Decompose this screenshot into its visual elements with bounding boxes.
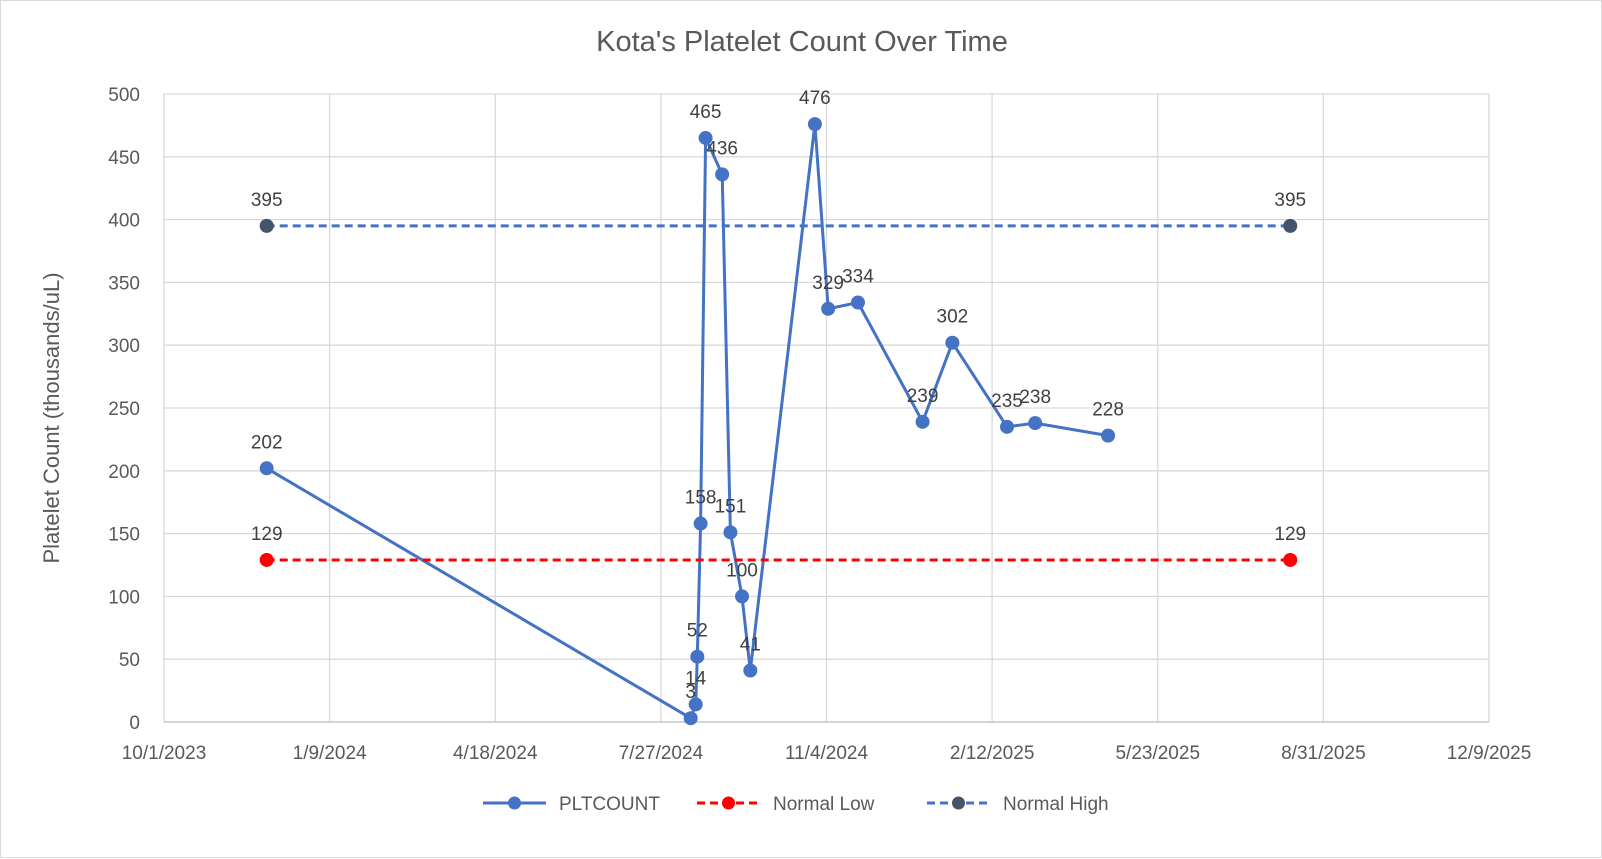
data-label: 329 [812,273,844,294]
y-tick-label: 400 [108,211,140,232]
legend: PLTCOUNT Normal Low Normal High [483,794,1109,815]
data-point [743,663,758,678]
y-tick-label: 300 [108,336,140,357]
y-tick-label: 500 [108,85,140,106]
data-point [1028,416,1043,431]
y-tick-label: 50 [119,650,140,671]
data-label: 465 [690,102,722,123]
data-label: 151 [715,496,747,517]
legend-item: Normal High [927,794,1109,815]
x-tick-label: 10/1/2023 [122,743,207,764]
data-point [850,295,865,310]
data-label: 476 [799,88,831,109]
data-point [683,711,698,726]
data-label: 158 [685,488,717,509]
x-tick-label: 11/4/2024 [785,743,869,764]
data-label: 334 [842,266,874,287]
data-label: 202 [251,432,283,453]
y-axis-title: Platelet Count (thousands/uL) [39,272,64,563]
legend-label: PLTCOUNT [559,794,660,815]
data-point [821,301,836,316]
legend-marker [952,796,965,810]
y-tick-label: 250 [108,399,140,420]
series-layer [259,117,1298,726]
data-point [688,697,703,712]
data-label: 129 [251,524,283,545]
data-point [259,461,274,476]
data-label: 129 [1274,524,1306,545]
x-tick-label: 8/31/2025 [1281,743,1366,764]
legend-item: PLTCOUNT [483,794,660,815]
data-point [723,525,738,540]
legend-item: Normal Low [697,794,875,815]
x-tick-label: 1/9/2024 [293,743,367,764]
data-point [735,589,750,604]
data-label: 14 [685,668,707,689]
chart-title: Kota's Platelet Count Over Time [596,26,1008,58]
series-normal-high [259,218,1298,233]
data-point [1283,218,1298,233]
legend-label: Normal High [1003,794,1109,815]
y-tick-label: 200 [108,462,140,483]
x-tick-label: 5/23/2025 [1115,743,1200,764]
data-point [1000,419,1015,434]
gridlines [163,93,1490,723]
data-label: 228 [1092,400,1124,421]
data-point [915,414,930,429]
data-label: 395 [251,190,283,211]
legend-marker [722,796,735,810]
x-tick-label: 2/12/2025 [950,743,1035,764]
legend-label: Normal Low [773,794,875,815]
x-tick-label: 12/9/2025 [1447,743,1532,764]
data-point [259,552,274,567]
series-pltcount [259,117,1116,726]
x-tick-label: 4/18/2024 [453,743,538,764]
y-tick-label: 100 [108,587,140,608]
x-tick-label: 7/27/2024 [619,743,704,764]
data-label: 302 [937,307,969,328]
data-point [693,516,708,531]
data-point [698,130,713,145]
data-point [1283,552,1298,567]
axes: 0 50 100 150 200 250 300 350 400 450 500 10/1/2023 1… [108,85,1531,764]
y-tick-label: 350 [108,273,140,294]
series-line [265,122,1109,720]
y-tick-label: 150 [108,525,140,546]
data-label: 239 [907,386,939,407]
data-point [690,649,705,664]
data-point [259,218,274,233]
y-tick-label: 450 [108,148,140,169]
legend-marker [508,796,521,810]
data-label: 100 [726,560,758,581]
data-point [807,117,822,132]
data-point [945,335,960,350]
data-point [1101,428,1116,443]
data-label: 436 [706,138,738,159]
data-point [715,167,730,182]
data-label: 3 [685,682,696,703]
data-label: 52 [687,621,708,642]
y-tick-label: 0 [129,713,140,734]
data-label: 395 [1274,190,1306,211]
series-normal-low [259,552,1298,567]
data-label: 235 [991,391,1023,412]
data-label: 238 [1019,387,1051,408]
data-label: 41 [740,635,761,656]
